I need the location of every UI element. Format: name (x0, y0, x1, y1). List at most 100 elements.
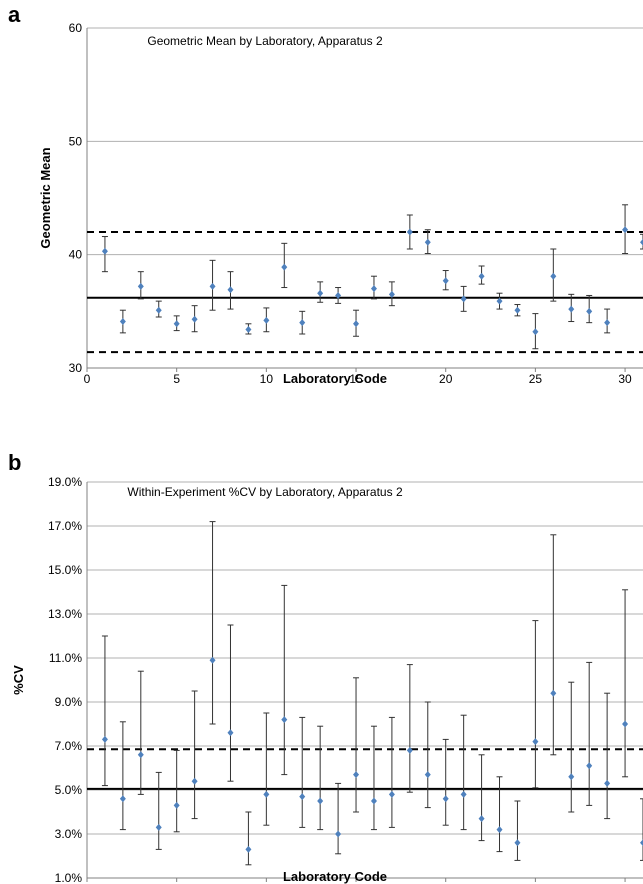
y-axis-label: %CV (11, 665, 26, 695)
data-point (424, 238, 431, 246)
x-tick-label: 25 (529, 882, 543, 884)
data-point (568, 305, 575, 313)
data-point (370, 797, 377, 805)
data-point (119, 318, 126, 326)
data-point (370, 285, 377, 293)
y-tick-label: 30 (69, 361, 83, 375)
x-tick-label: 5 (173, 882, 180, 884)
data-point (209, 282, 216, 290)
data-point (424, 771, 431, 779)
data-point (550, 272, 557, 280)
data-point (460, 295, 467, 303)
data-point (191, 315, 198, 323)
data-point (209, 656, 216, 664)
data-point (514, 306, 521, 314)
data-point (532, 328, 539, 336)
data-point (496, 297, 503, 305)
panel-letter: b (8, 450, 21, 475)
data-point (586, 762, 593, 770)
data-point (317, 289, 324, 297)
data-point (263, 316, 270, 324)
data-point (460, 790, 467, 798)
y-tick-label: 3.0% (55, 827, 83, 841)
y-tick-label: 19.0% (48, 475, 82, 489)
data-point (155, 823, 162, 831)
data-point (245, 845, 252, 853)
data-point (496, 826, 503, 834)
data-point (227, 729, 234, 737)
x-tick-label: 15 (349, 882, 363, 884)
x-tick-label: 25 (529, 372, 543, 386)
y-tick-label: 9.0% (55, 695, 83, 709)
data-point (388, 790, 395, 798)
y-tick-label: 7.0% (55, 739, 83, 753)
data-point (478, 272, 485, 280)
x-axis-label: Laboratory Code (283, 371, 387, 386)
data-point (263, 790, 270, 798)
y-tick-label: 5.0% (55, 783, 83, 797)
chart-panel-b: 1.0% 3.0% 5.0% 7.0% 9.0% 11.0% 13.0% 15.0% 17.0%… (8, 450, 643, 884)
data-point (335, 830, 342, 838)
x-tick-label: 20 (439, 882, 453, 884)
data-point (532, 738, 539, 746)
x-tick-label: 30 (618, 372, 632, 386)
data-point (586, 307, 593, 315)
data-point (353, 320, 360, 328)
panel-letter: a (8, 2, 21, 27)
data-point (604, 319, 611, 327)
chart-title: Within-Experiment %CV by Laboratory, App… (127, 485, 403, 499)
y-tick-label: 11.0% (49, 651, 82, 665)
data-point (119, 795, 126, 803)
data-point (604, 779, 611, 787)
data-point (191, 777, 198, 785)
data-point (353, 771, 360, 779)
data-point (406, 228, 413, 236)
data-point (173, 801, 180, 809)
data-point (137, 282, 144, 290)
data-point (388, 290, 395, 298)
data-point (245, 325, 252, 333)
data-point (299, 793, 306, 801)
data-point (640, 839, 643, 847)
y-tick-label: 13.0% (48, 607, 82, 621)
data-point (227, 286, 234, 294)
data-point (299, 319, 306, 327)
chart-panel-a: 30 40 50 60 0 5 10 15 20 25 30 Geometric Mean by La… (8, 2, 643, 386)
x-tick-label: 30 (618, 882, 632, 884)
data-point (406, 746, 413, 754)
data-point (442, 277, 449, 285)
y-tick-label: 15.0% (48, 563, 82, 577)
data-point (137, 751, 144, 759)
data-point (550, 689, 557, 697)
y-tick-label: 1.0% (55, 871, 83, 884)
chart-title: Geometric Mean by Laboratory, Apparatus … (147, 34, 383, 48)
data-point (335, 291, 342, 299)
y-tick-label: 60 (69, 21, 83, 35)
x-tick-label: 0 (84, 372, 91, 386)
data-point (514, 839, 521, 847)
x-tick-label: 5 (173, 372, 180, 386)
y-tick-label: 50 (69, 134, 83, 148)
data-point (478, 815, 485, 823)
data-point (173, 320, 180, 328)
data-point (622, 226, 629, 234)
data-point (101, 735, 108, 743)
data-point (155, 306, 162, 314)
data-point (317, 797, 324, 805)
data-point (281, 263, 288, 271)
x-tick-label: 10 (260, 372, 274, 386)
y-tick-label: 17.0% (48, 519, 82, 533)
data-point (442, 795, 449, 803)
x-tick-label: 15 (349, 372, 363, 386)
y-tick-label: 40 (69, 248, 83, 262)
data-point (281, 716, 288, 724)
data-point (101, 247, 108, 255)
x-tick-label: 20 (439, 372, 453, 386)
data-point (622, 720, 629, 728)
data-point (640, 238, 643, 246)
x-tick-label: 10 (260, 882, 274, 884)
y-axis-label: Geometric Mean (38, 147, 53, 248)
x-tick-label: 0 (84, 882, 91, 884)
data-point (568, 773, 575, 781)
